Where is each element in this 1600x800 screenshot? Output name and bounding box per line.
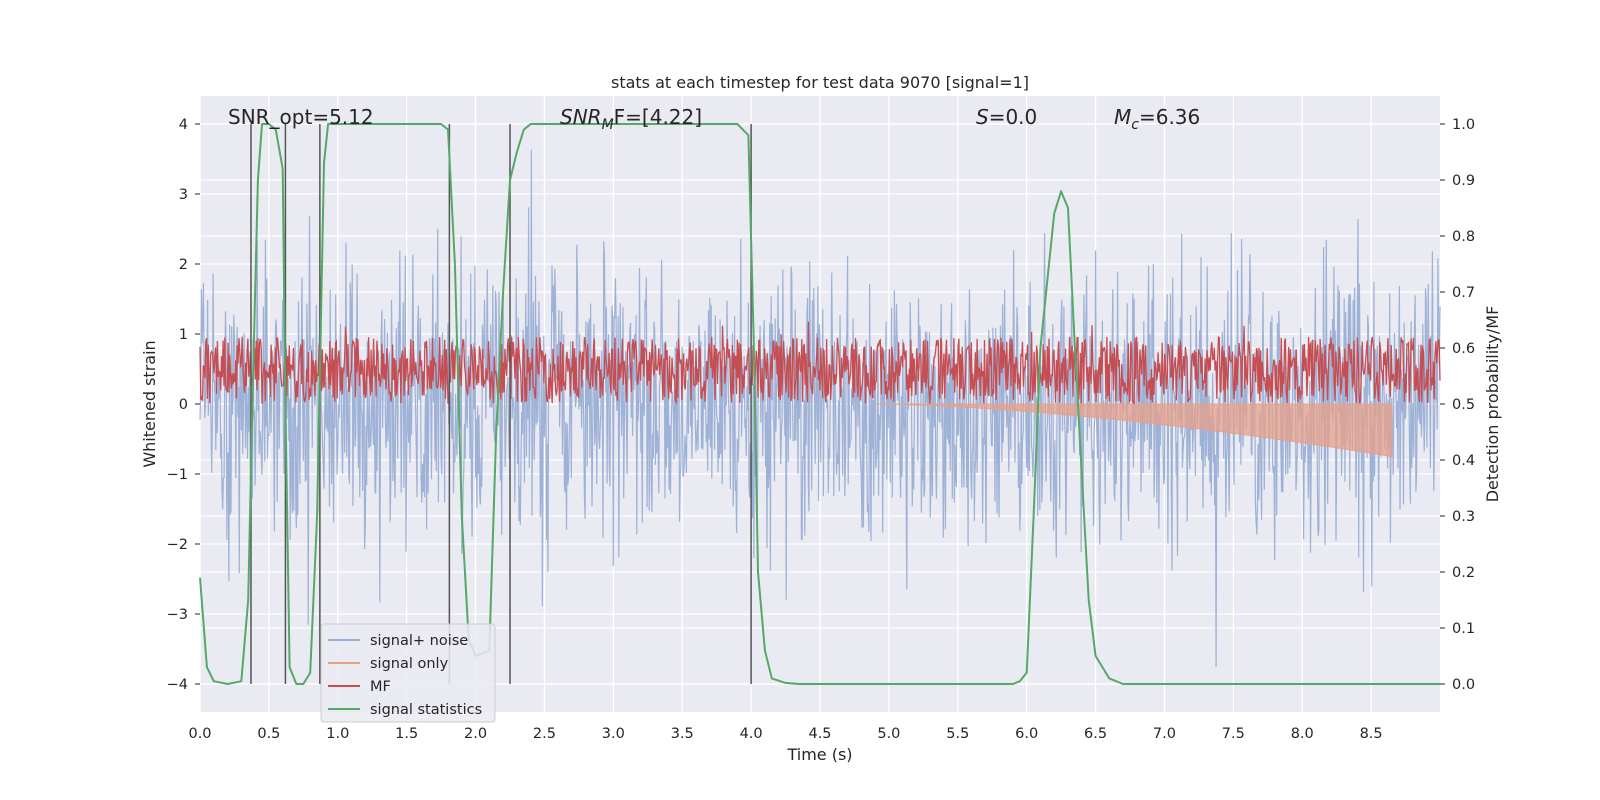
legend: signal+ noise signal only MF signal stat… xyxy=(320,623,496,723)
y-right-tick-label: 0.6 xyxy=(1452,341,1475,357)
signal-only-chirp xyxy=(875,403,1393,458)
x-tick-label: 4.5 xyxy=(808,726,831,742)
x-tick-label: 0.5 xyxy=(257,726,280,742)
x-tick-label: 1.0 xyxy=(326,726,349,742)
x-tick-label: 8.0 xyxy=(1291,726,1314,742)
x-tick-label: 2.5 xyxy=(533,726,556,742)
y-left-tick-label: −3 xyxy=(167,607,188,623)
x-tick-label: 1.5 xyxy=(395,726,418,742)
y-right-tick-label: 0.1 xyxy=(1452,621,1475,637)
x-tick-label: 8.5 xyxy=(1360,726,1383,742)
mf-line xyxy=(199,321,1441,405)
legend-label-mf: MF xyxy=(370,679,391,695)
legend-label-signal-statistics: signal statistics xyxy=(370,702,482,718)
y-right-tick-label: 1.0 xyxy=(1452,117,1475,133)
chart-title: stats at each timestep for test data 907… xyxy=(611,73,1029,92)
y-left-tick-labels: 4 3 2 1 0 −1 −2 −3 −4 xyxy=(167,117,200,693)
x-tick-label: 0.0 xyxy=(188,726,211,742)
signal-statistics-line xyxy=(199,123,1440,685)
y-left-tick-label: 4 xyxy=(179,117,188,133)
y-left-tick-label: 3 xyxy=(179,187,188,203)
y-right-tick-label: 0.3 xyxy=(1452,509,1475,525)
y-right-tick-labels: 1.0 0.9 0.8 0.7 0.6 0.5 0.4 0.3 0.2 0.1 0.0 xyxy=(1440,117,1475,693)
x-tick-label: 5.5 xyxy=(946,726,969,742)
x-tick-label: 7.5 xyxy=(1222,726,1245,742)
signal-statistics-series xyxy=(199,123,1440,685)
legend-box xyxy=(320,623,496,723)
y-right-tick-label: 0.8 xyxy=(1452,229,1475,245)
legend-label-signal-only: signal only xyxy=(370,656,449,672)
mc-annotation: Mc=6.36 xyxy=(1114,105,1200,133)
y-right-tick-label: 0.4 xyxy=(1452,453,1475,469)
x-tick-label: 6.0 xyxy=(1015,726,1038,742)
y-left-tick-label: 1 xyxy=(179,327,188,343)
y-left-tick-label: 2 xyxy=(179,257,188,273)
y-right-tick-label: 0.5 xyxy=(1452,397,1475,413)
x-tick-label: 6.5 xyxy=(1084,726,1107,742)
y-left-tick-label: 0 xyxy=(179,397,188,413)
x-tick-label: 3.5 xyxy=(671,726,694,742)
x-tick-label: 2.0 xyxy=(464,726,487,742)
y-right-tick-label: 0.9 xyxy=(1452,173,1475,189)
y-right-tick-label: 0.7 xyxy=(1452,285,1475,301)
x-tick-labels: 0.0 0.5 1.0 1.5 2.0 2.5 3.0 3.5 4.0 4.5 5.0 5.5 6.0 6… xyxy=(188,726,1382,742)
y-right-tick-label: 0.0 xyxy=(1452,677,1475,693)
y-right-axis-label: Detection probability/MF xyxy=(1483,306,1502,503)
s-annotation: S=0.0 xyxy=(976,105,1037,129)
x-tick-label: 7.0 xyxy=(1153,726,1176,742)
snr-opt-annotation: SNR_opt=5.12 xyxy=(228,105,374,129)
y-left-axis-label: Whitened strain xyxy=(140,340,159,467)
mf-series xyxy=(199,321,1441,405)
y-left-tick-label: −2 xyxy=(167,537,188,553)
y-left-tick-label: −4 xyxy=(167,677,188,693)
x-tick-label: 3.0 xyxy=(602,726,625,742)
y-left-tick-label: −1 xyxy=(167,467,188,483)
x-tick-label: 5.0 xyxy=(877,726,900,742)
x-tick-label: 4.0 xyxy=(740,726,763,742)
snr-mf-annotation: SNRMF=[4.22] xyxy=(560,105,702,133)
signal-only-series xyxy=(875,403,1393,458)
y-right-tick-label: 0.2 xyxy=(1452,565,1475,581)
legend-label-signal-noise: signal+ noise xyxy=(370,633,468,649)
x-axis-label: Time (s) xyxy=(786,745,852,764)
